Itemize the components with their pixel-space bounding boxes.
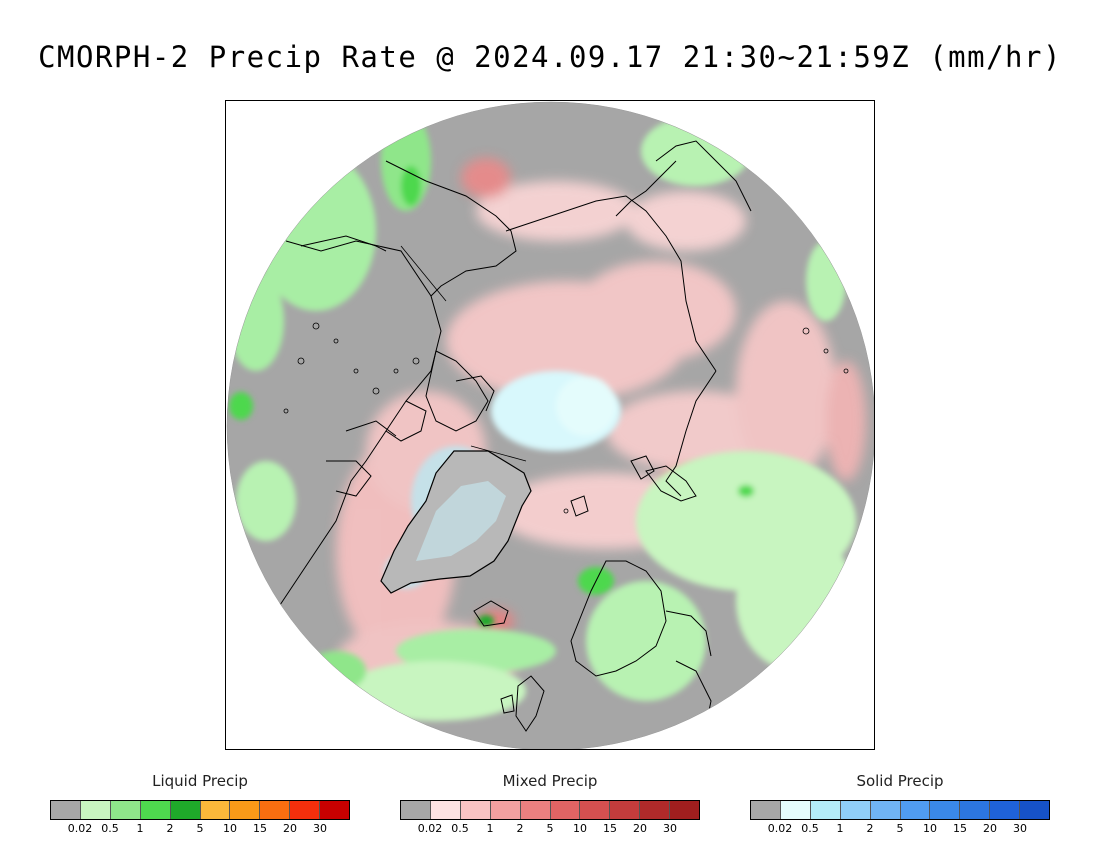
legend-solid-tick-label: 0.02 (767, 822, 793, 835)
legend-liquid-tick-label: 20 (283, 822, 297, 835)
legend-solid-tick-label: 15 (953, 822, 967, 835)
polar-map (226, 101, 874, 749)
legend-solid-tick-label: 30 (1013, 822, 1027, 835)
legend-mixed-swatch (610, 801, 641, 819)
legend-mixed-tick-label: 15 (603, 822, 617, 835)
legend-solid-swatch (870, 801, 901, 819)
legend-mixed-swatch (550, 801, 581, 819)
legend-liquid-tick-label: 30 (313, 822, 327, 835)
legend-liquid-swatch (200, 801, 231, 819)
legend-solid-swatch (751, 801, 781, 819)
legend-solid-swatch (960, 801, 991, 819)
legend-mixed-tick-label: 30 (663, 822, 677, 835)
legend-liquid-tick-label: 2 (166, 822, 174, 835)
legend-liquid-swatch (290, 801, 321, 819)
map-frame (225, 100, 875, 750)
legend-solid: Solid Precip 0.02 0.5 1 2 5 10 15 20 30 (750, 772, 1050, 838)
legend-solid-tick-label: 5 (896, 822, 904, 835)
legend-liquid-swatch (51, 801, 81, 819)
legend-solid-title: Solid Precip (856, 772, 944, 790)
legend-liquid-tick-label: 0.5 (101, 822, 119, 835)
legend-solid-swatch (990, 801, 1021, 819)
legend-liquid-title: Liquid Precip (152, 772, 248, 790)
legend-liquid-swatch (170, 801, 201, 819)
legend-solid-swatch (810, 801, 841, 819)
legend-mixed-ticks: 0.02 0.5 1 2 5 10 15 20 30 (400, 822, 700, 838)
legend-liquid: Liquid Precip 0.02 0.5 1 2 5 10 15 20 30 (50, 772, 350, 838)
map-disk-edge (226, 101, 874, 749)
legend-liquid-ticks: 0.02 0.5 1 2 5 10 15 20 30 (50, 822, 350, 838)
legend-liquid-tick-label: 15 (253, 822, 267, 835)
legend-liquid-swatch (140, 801, 171, 819)
legend-liquid-swatch (230, 801, 261, 819)
legend-mixed-swatches (400, 800, 700, 820)
legend-liquid-swatch (320, 801, 350, 819)
legend-liquid-swatch (110, 801, 141, 819)
legend-solid-swatches (750, 800, 1050, 820)
legend-mixed-swatch (580, 801, 611, 819)
legend-liquid-tick-label: 10 (223, 822, 237, 835)
legend-liquid-swatch (80, 801, 111, 819)
legend-solid-tick-label: 10 (923, 822, 937, 835)
legend-solid-swatch (780, 801, 811, 819)
legend-mixed-tick-label: 20 (633, 822, 647, 835)
legend-mixed-tick-label: 5 (546, 822, 554, 835)
legend-mixed-title: Mixed Precip (502, 772, 598, 790)
mixed-precip-regions (336, 158, 866, 701)
coastlines (275, 140, 752, 732)
legend-solid-swatch (900, 801, 931, 819)
legend-liquid-swatches (50, 800, 350, 820)
legend-mixed-swatch (490, 801, 521, 819)
legend-mixed-tick-label: 0.02 (417, 822, 443, 835)
legend-mixed: Mixed Precip 0.02 0.5 1 2 5 10 15 20 30 (400, 772, 700, 838)
legend-mixed-swatch (520, 801, 551, 819)
legend-mixed-tick-label: 2 (516, 822, 524, 835)
legend-solid-tick-label: 2 (866, 822, 874, 835)
legend-mixed-tick-label: 10 (573, 822, 587, 835)
legend-liquid-tick-label: 0.02 (67, 822, 93, 835)
legend-mixed-swatch (401, 801, 431, 819)
legend-solid-tick-label: 20 (983, 822, 997, 835)
legend-mixed-swatch (430, 801, 461, 819)
legend-liquid-swatch (260, 801, 291, 819)
legend-mixed-tick-label: 0.5 (451, 822, 469, 835)
chart-title: CMORPH-2 Precip Rate @ 2024.09.17 21:30~… (38, 40, 1062, 74)
legend-mixed-swatch (670, 801, 700, 819)
legend-mixed-swatch (640, 801, 671, 819)
legend-mixed-swatch (460, 801, 491, 819)
greenland-snow (416, 481, 506, 561)
legend-liquid-tick-label: 5 (196, 822, 204, 835)
legend-solid-swatch (840, 801, 871, 819)
legend-liquid-tick-label: 1 (136, 822, 144, 835)
legend-solid-swatch (1020, 801, 1050, 819)
legend-solid-swatch (930, 801, 961, 819)
legend-solid-tick-label: 1 (836, 822, 844, 835)
legend-solid-tick-label: 0.5 (801, 822, 819, 835)
legend-solid-ticks: 0.02 0.5 1 2 5 10 15 20 30 (750, 822, 1050, 838)
legend-mixed-tick-label: 1 (486, 822, 494, 835)
islands (283, 322, 849, 514)
